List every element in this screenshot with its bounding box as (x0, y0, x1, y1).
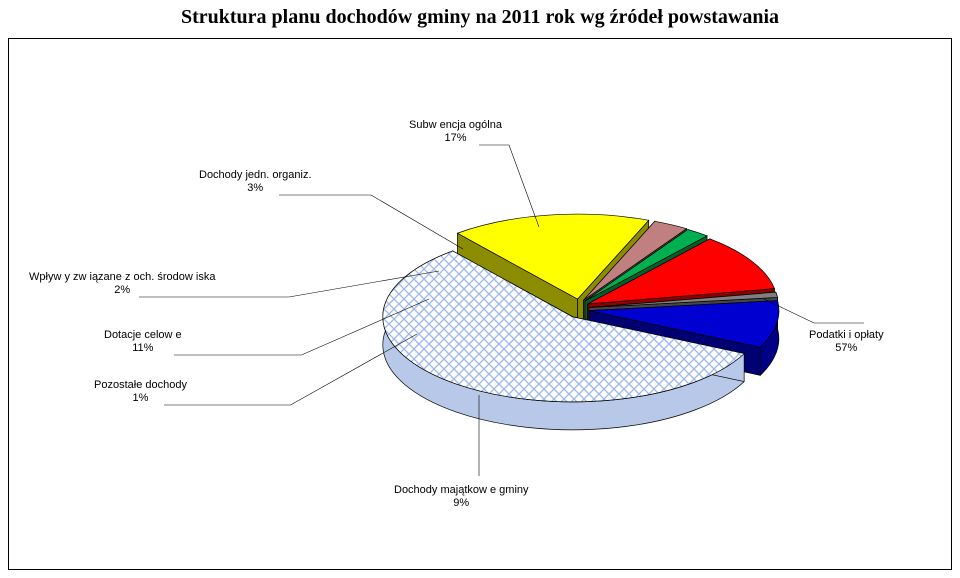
slice-label-pct: 2% (29, 284, 215, 297)
slice-label-text: Dotacje celow e (104, 329, 182, 342)
chart-title: Struktura planu dochodów gminy na 2011 r… (0, 6, 960, 29)
slice-label-pct: 1% (94, 392, 187, 405)
slice-label-text: Pozostałe dochody (94, 379, 187, 392)
slice-label-5: Dochody majątkow e gminy9% (394, 484, 529, 510)
slice-label-4: Pozostałe dochody1% (94, 379, 187, 405)
slice-label-pct: 57% (809, 342, 884, 355)
slice-label-pct: 17% (409, 132, 502, 145)
slice-label-text: Dochody majątkow e gminy (394, 484, 529, 497)
chart-frame: Struktura planu dochodów gminy na 2011 r… (0, 0, 960, 578)
slice-label-text: Dochody jedn. organiz. (199, 169, 312, 182)
slice-label-text: Wpływ y zw iązane z och. środow iska (29, 271, 215, 284)
slice-label-6: Podatki i opłaty57% (809, 329, 884, 355)
slice-label-2: Wpływ y zw iązane z och. środow iska2% (29, 271, 215, 297)
slice-label-text: Podatki i opłaty (809, 329, 884, 342)
slice-label-1: Dochody jedn. organiz.3% (199, 169, 312, 195)
plot-area: Subw encja ogólna17% Dochody jedn. organi… (8, 38, 952, 570)
slice-label-pct: 11% (104, 342, 182, 355)
slice-label-0: Subw encja ogólna17% (409, 119, 502, 145)
slice-label-text: Subw encja ogólna (409, 119, 502, 132)
slice-label-pct: 9% (394, 497, 529, 510)
slice-label-3: Dotacje celow e11% (104, 329, 182, 355)
slice-label-pct: 3% (199, 182, 312, 195)
